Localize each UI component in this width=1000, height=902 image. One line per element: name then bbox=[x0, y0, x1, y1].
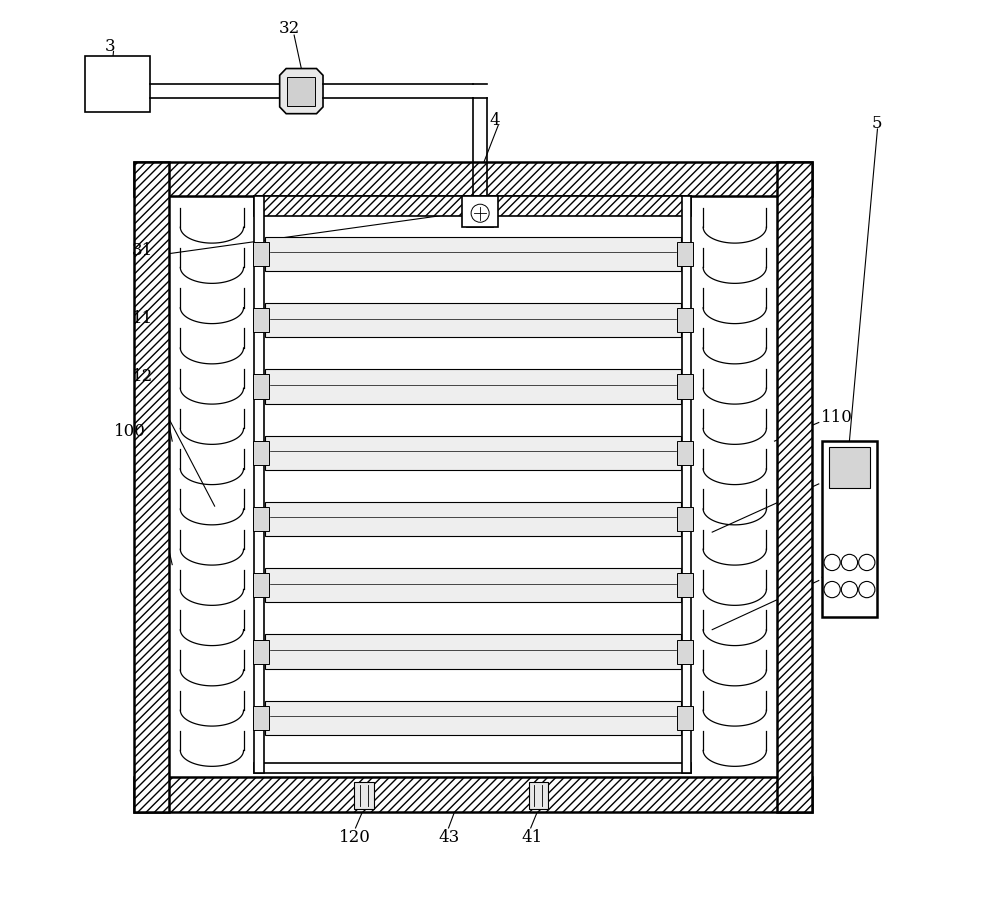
Bar bbox=[134, 162, 169, 812]
Bar bbox=[777, 162, 812, 812]
Bar bbox=[677, 706, 693, 730]
Bar bbox=[822, 441, 877, 617]
Bar bbox=[253, 640, 269, 664]
Text: 41: 41 bbox=[522, 828, 543, 844]
Bar bbox=[354, 782, 374, 809]
Text: 3: 3 bbox=[104, 38, 115, 54]
Text: 42: 42 bbox=[821, 567, 842, 584]
Circle shape bbox=[859, 555, 875, 571]
Bar bbox=[253, 706, 269, 730]
Text: 5: 5 bbox=[872, 115, 883, 132]
Bar bbox=[265, 370, 681, 404]
Text: 101: 101 bbox=[821, 470, 852, 486]
Text: 43: 43 bbox=[439, 828, 460, 844]
Bar bbox=[677, 640, 693, 664]
Bar bbox=[462, 197, 498, 228]
Bar bbox=[677, 441, 693, 465]
Bar bbox=[265, 635, 681, 669]
Bar bbox=[829, 447, 870, 488]
Text: 110: 110 bbox=[821, 409, 852, 425]
Bar bbox=[682, 197, 691, 773]
Text: 31: 31 bbox=[132, 242, 153, 258]
Bar bbox=[253, 308, 269, 333]
Bar bbox=[265, 437, 681, 471]
Circle shape bbox=[824, 582, 840, 598]
Bar bbox=[265, 304, 681, 338]
Bar bbox=[265, 568, 681, 603]
Text: 4: 4 bbox=[489, 112, 500, 128]
Bar bbox=[253, 574, 269, 598]
Text: 12: 12 bbox=[132, 368, 153, 384]
Bar bbox=[265, 502, 681, 537]
Bar bbox=[254, 763, 691, 773]
Bar bbox=[254, 197, 691, 216]
Bar bbox=[265, 701, 681, 735]
Circle shape bbox=[841, 555, 858, 571]
Bar bbox=[677, 308, 693, 333]
Circle shape bbox=[859, 582, 875, 598]
Polygon shape bbox=[280, 69, 323, 115]
Bar bbox=[287, 78, 315, 106]
Bar bbox=[134, 778, 812, 812]
Text: 120: 120 bbox=[339, 828, 371, 844]
Bar bbox=[265, 237, 681, 272]
Bar bbox=[85, 57, 150, 113]
Text: 11: 11 bbox=[132, 310, 153, 327]
Bar bbox=[467, 216, 493, 228]
Circle shape bbox=[824, 555, 840, 571]
Bar bbox=[253, 508, 269, 531]
Bar bbox=[253, 243, 269, 267]
Bar bbox=[169, 197, 777, 778]
Text: 32: 32 bbox=[279, 21, 300, 37]
Circle shape bbox=[841, 582, 858, 598]
Circle shape bbox=[471, 205, 489, 223]
Bar bbox=[677, 574, 693, 598]
Bar bbox=[253, 375, 269, 399]
Bar bbox=[529, 782, 548, 809]
Bar bbox=[677, 508, 693, 531]
Bar bbox=[677, 375, 693, 399]
Bar bbox=[254, 197, 264, 773]
Text: 100: 100 bbox=[114, 423, 145, 439]
Bar bbox=[253, 441, 269, 465]
Bar bbox=[677, 243, 693, 267]
Bar bbox=[134, 162, 812, 197]
